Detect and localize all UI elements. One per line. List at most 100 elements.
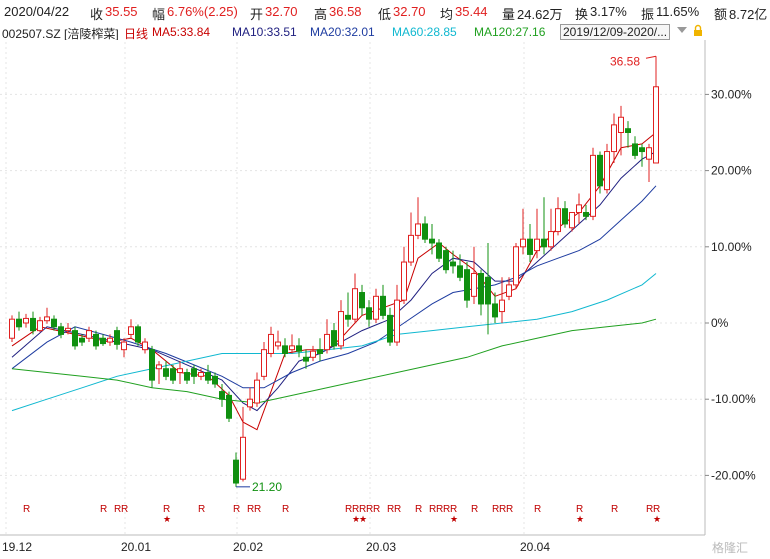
- amount-value: 8.72亿: [729, 7, 768, 22]
- candle-body: [58, 326, 64, 335]
- signal-r: R: [345, 504, 352, 515]
- candle-body: [541, 238, 547, 248]
- candle-body: [275, 341, 281, 347]
- candle: [135, 324, 141, 346]
- indicator-bar: 002507.SZ [涪陵榨菜] 日线 MA5:33.84 MA10:33.51…: [0, 22, 770, 40]
- candle-body: [114, 330, 120, 345]
- lock-icon[interactable]: [692, 24, 704, 40]
- period-label[interactable]: 日线: [124, 27, 149, 40]
- candle-body: [16, 318, 22, 328]
- quote-bar: 2020/04/22 收 35.55 幅 6.76%(2.25) 开 32.70…: [0, 0, 770, 22]
- candle: [485, 242, 491, 335]
- candle: [443, 246, 449, 274]
- candle: [72, 326, 78, 350]
- candle-body: [156, 364, 162, 370]
- candle: [506, 277, 512, 301]
- candle: [562, 201, 568, 228]
- candle: [653, 56, 659, 164]
- candle: [415, 197, 421, 240]
- signal-r: R: [373, 504, 380, 515]
- x-tick-label: 19.12: [2, 540, 32, 554]
- candle: [149, 345, 155, 388]
- candle-body: [408, 234, 414, 263]
- quote-date: 2020/04/22: [4, 4, 70, 19]
- candle-body: [226, 394, 232, 419]
- ma120-line: [11, 318, 657, 404]
- candle-body: [415, 223, 421, 236]
- candle: [555, 197, 561, 236]
- candle-body: [387, 314, 393, 343]
- candle-body: [170, 368, 176, 381]
- x-axis: 19.12 20.01 20.02 20.03 20.04: [2, 540, 550, 554]
- candle-body: [163, 368, 169, 377]
- candle-body: [422, 223, 428, 240]
- candle: [93, 330, 99, 350]
- signal-star: ★: [576, 514, 584, 524]
- candle-body: [611, 124, 617, 153]
- candle: [359, 284, 365, 316]
- candle: [331, 323, 337, 350]
- candle: [184, 368, 190, 384]
- y-tick-label: 30.00%: [711, 87, 752, 101]
- low-label: 低: [378, 7, 392, 22]
- candle: [51, 315, 57, 331]
- signal-r: R: [471, 504, 478, 515]
- candle: [9, 315, 15, 343]
- candle: [534, 208, 540, 259]
- candle: [198, 368, 204, 381]
- dropdown-arrow-icon[interactable]: [676, 24, 688, 39]
- candle-body: [268, 333, 274, 354]
- candle: [541, 197, 547, 255]
- candle: [338, 300, 344, 350]
- candle: [86, 326, 92, 343]
- candle-body: [121, 341, 127, 351]
- candle-body: [576, 204, 582, 214]
- candle: [618, 105, 624, 156]
- watermark: 格隆汇: [712, 540, 748, 555]
- annotations: 36.58 21.20: [236, 54, 657, 494]
- signal-r: R: [163, 504, 170, 515]
- signal-r: R: [247, 504, 254, 515]
- candle-body: [30, 317, 36, 332]
- candle: [450, 250, 456, 274]
- candle: [212, 372, 218, 388]
- candle-body: [520, 238, 526, 248]
- candle-body: [149, 349, 155, 381]
- candle-body: [338, 311, 344, 347]
- candle-body: [219, 391, 225, 400]
- candle-body: [569, 212, 575, 229]
- date-range-select[interactable]: 2019/12/09-2020/...: [560, 24, 671, 40]
- candle: [79, 334, 85, 346]
- candle: [429, 223, 435, 255]
- candle: [65, 323, 71, 335]
- candle: [58, 323, 64, 339]
- candle: [100, 334, 106, 346]
- candle-body: [471, 272, 477, 297]
- candle: [352, 273, 358, 323]
- candle-body: [562, 208, 568, 225]
- turnover-label: 换: [575, 7, 589, 22]
- open-label: 开: [250, 7, 264, 22]
- avg-label: 均: [440, 7, 454, 22]
- candle-body: [366, 307, 372, 320]
- signal-r: R: [534, 504, 541, 515]
- signal-r: R: [359, 504, 366, 515]
- signal-r: R: [100, 504, 107, 515]
- candle-body: [625, 128, 631, 134]
- candle: [163, 361, 169, 381]
- candle: [576, 193, 582, 224]
- ma60-line: [11, 273, 657, 412]
- signal-r: R: [233, 504, 240, 515]
- candle-body: [583, 212, 589, 217]
- candle-body: [86, 330, 92, 339]
- ma10-label: MA10:33.51: [232, 25, 297, 39]
- candle: [639, 143, 645, 167]
- signal-r: R: [492, 504, 499, 515]
- close-label: 收: [90, 7, 104, 22]
- candle-body: [604, 151, 610, 191]
- candle-body: [555, 208, 561, 233]
- candle: [492, 292, 498, 323]
- candle: [590, 147, 596, 221]
- candle-body: [79, 337, 85, 343]
